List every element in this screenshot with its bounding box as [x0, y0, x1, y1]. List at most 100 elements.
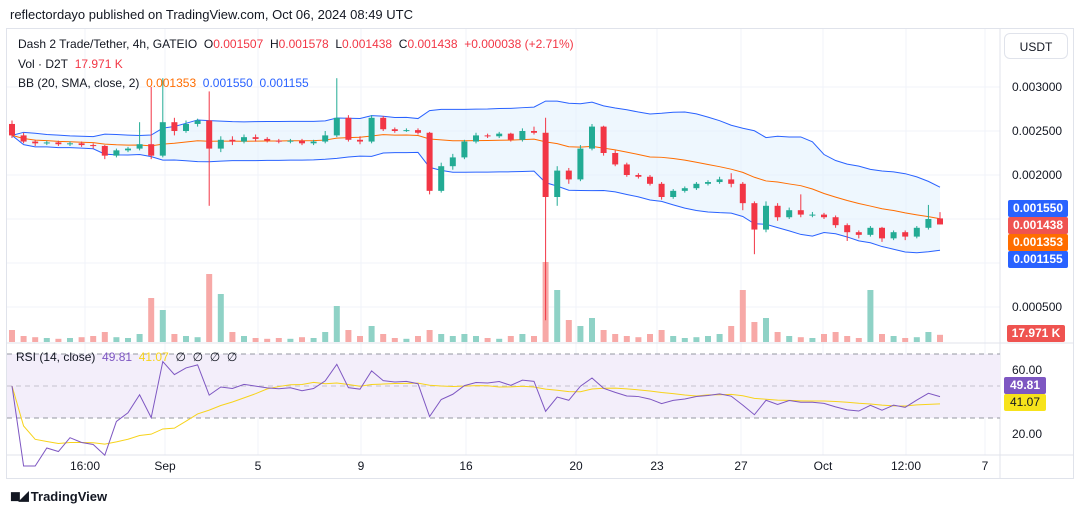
- bb-basis-tag: 0.001353: [1008, 234, 1068, 251]
- volume-bar: [20, 336, 27, 342]
- candle-body: [32, 141, 39, 144]
- volume-legend: Vol · D2T 17.971 K: [18, 55, 574, 75]
- volume-bar: [797, 337, 804, 342]
- volume-bar: [751, 322, 758, 342]
- candle-body: [913, 227, 920, 237]
- bb-lower-tag: 0.001155: [1008, 251, 1068, 268]
- volume-bar: [310, 338, 317, 342]
- candle-body: [380, 117, 387, 130]
- rsi-label[interactable]: RSI (14, close): [16, 350, 96, 364]
- candle-body: [101, 145, 108, 156]
- volume-bar: [148, 298, 155, 342]
- candle-body: [403, 130, 410, 132]
- candle-body: [299, 140, 305, 144]
- candle-body: [786, 210, 793, 218]
- chart-frame: [6, 28, 1074, 479]
- volume-bar: [229, 332, 236, 342]
- candle-body: [310, 141, 317, 144]
- volume-bar: [913, 337, 920, 342]
- close-label: C: [398, 37, 408, 51]
- candle-body: [937, 218, 943, 225]
- candle-body: [159, 122, 166, 156]
- price-axis-label: 0.002500: [1012, 124, 1063, 138]
- candle-body: [322, 135, 329, 142]
- time-axis-label: 27: [734, 459, 748, 473]
- volume-bar: [902, 338, 909, 342]
- rsi-tag: 49.81: [1004, 377, 1046, 394]
- candle-body: [519, 131, 526, 140]
- candle-body: [751, 203, 758, 230]
- rsi-ma-value: 41.07: [138, 350, 169, 364]
- candle-body: [217, 139, 224, 149]
- publisher-line: reflectordayo published on TradingView.c…: [10, 7, 413, 22]
- candle-body: [241, 137, 247, 142]
- candle-body: [693, 183, 700, 189]
- time-axis-label: 9: [357, 459, 365, 473]
- candle-body: [554, 170, 561, 197]
- candle-body: [902, 232, 909, 237]
- volume-bar: [461, 334, 468, 342]
- volume-bar: [832, 332, 839, 342]
- volume-bar: [693, 337, 700, 342]
- volume-bar: [322, 332, 329, 342]
- volume-bar: [600, 330, 607, 342]
- volume-bar: [496, 338, 503, 342]
- volume-bar: [241, 336, 247, 342]
- candle-body: [763, 205, 769, 230]
- candle-body: [600, 126, 607, 153]
- volume-bar: [879, 334, 885, 342]
- volume-bar: [786, 336, 793, 342]
- volume-bar: [728, 326, 735, 342]
- candle-body: [635, 175, 642, 177]
- volume-bar: [716, 334, 723, 342]
- volume-bar: [206, 274, 213, 342]
- candle-body: [716, 179, 723, 183]
- bb-upper-tag: 0.001550: [1008, 200, 1068, 217]
- time-axis-label: 5: [254, 459, 262, 473]
- candle-body: [194, 120, 201, 124]
- volume-label[interactable]: Vol · D2T: [18, 56, 69, 71]
- bb-lower-value: 0.001155: [259, 76, 309, 90]
- rsi-axis-label: 20.00: [1012, 427, 1043, 441]
- volume-bar: [855, 338, 862, 342]
- volume-bar: [890, 336, 897, 342]
- candle-body: [681, 188, 688, 191]
- currency-button[interactable]: USDT: [1004, 33, 1068, 59]
- volume-bar: [67, 338, 73, 342]
- candle-body: [333, 117, 340, 136]
- candle-body: [855, 232, 862, 235]
- tradingview-logo[interactable]: ◼◢ TradingView: [10, 488, 107, 504]
- candle-body: [867, 227, 874, 235]
- candle-body: [832, 217, 839, 226]
- chart-legend: Dash 2 Trade/Tether, 4h, GATEIO O0.00150…: [18, 35, 574, 94]
- candle-body: [55, 142, 62, 145]
- candle-body: [844, 225, 851, 233]
- rsi-legend: RSI (14, close) 49.81 41.07 ∅ ∅ ∅ ∅: [16, 350, 237, 364]
- price-axis-label: 0.002000: [1012, 168, 1063, 182]
- open-value: 0.001507: [213, 37, 264, 51]
- candle-body: [67, 143, 73, 145]
- candle-body: [925, 219, 932, 228]
- candle-body: [20, 135, 27, 142]
- candle-body: [415, 130, 421, 133]
- volume-bar: [113, 337, 120, 342]
- bb-label[interactable]: BB (20, SMA, close, 2): [18, 76, 140, 90]
- volume-bar: [357, 336, 363, 342]
- volume-bar: [90, 336, 97, 342]
- volume-bar: [531, 336, 537, 342]
- low-value: 0.001438: [342, 37, 393, 51]
- volume-bar: [252, 338, 259, 342]
- volume-bar: [554, 290, 561, 342]
- candle-body: [391, 129, 398, 131]
- volume-bar: [449, 336, 456, 342]
- candle-body: [473, 135, 479, 142]
- time-axis-label: 16:00: [69, 459, 101, 473]
- high-value: 0.001578: [278, 37, 329, 51]
- candle-body: [890, 232, 897, 239]
- candle-body: [287, 140, 294, 142]
- candle-body: [345, 117, 352, 140]
- symbol-title[interactable]: Dash 2 Trade/Tether, 4h, GATEIO: [18, 37, 198, 51]
- volume-bar: [101, 332, 108, 342]
- volume-bar: [171, 334, 178, 342]
